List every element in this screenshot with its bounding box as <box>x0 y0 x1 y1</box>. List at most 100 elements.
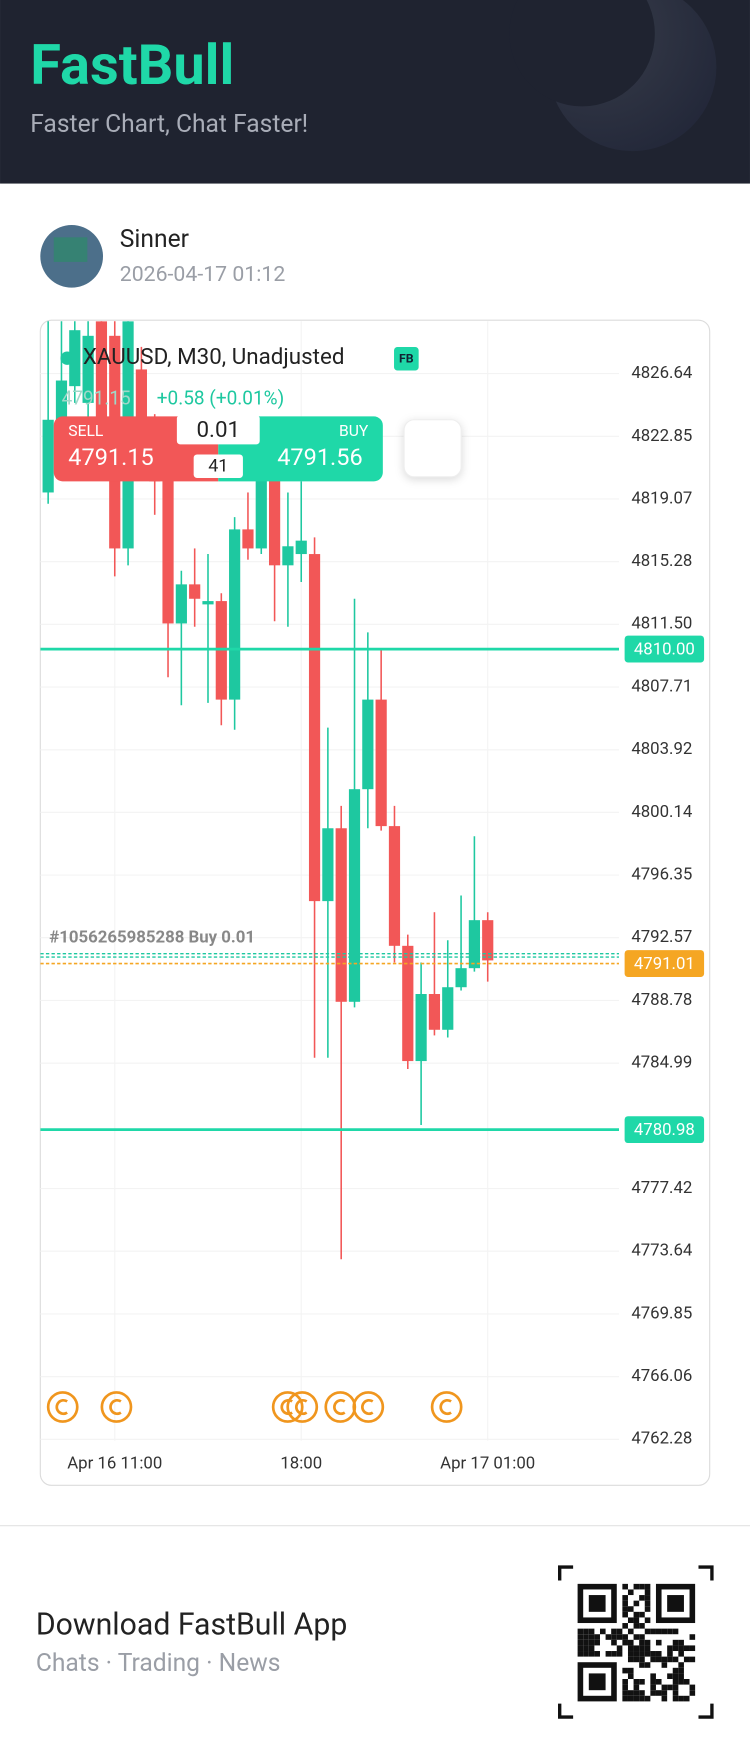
qr-module <box>633 1684 640 1691</box>
qr-module <box>672 1639 679 1646</box>
candle-body <box>135 369 147 448</box>
y-tick-label: 4784.99 <box>631 1053 692 1073</box>
qr-module <box>577 1628 584 1635</box>
qr-module <box>639 1679 645 1685</box>
qr-module <box>627 1690 634 1696</box>
qr-module <box>683 1679 690 1685</box>
qr-module <box>605 1634 612 1640</box>
candle-body <box>268 470 281 566</box>
qr-module <box>622 1623 628 1629</box>
candle-body <box>428 994 441 1030</box>
qr-module <box>661 1684 668 1691</box>
badge-text: FB <box>399 353 414 367</box>
qr-module <box>644 1695 651 1702</box>
tagline: Faster Chart, Chat Faster! <box>30 110 308 139</box>
candle-body <box>415 994 427 1062</box>
axis: 4826.64 4822.85 4819.07 4815.28 4811.50 4807.… <box>67 363 705 1474</box>
qr-frame <box>558 1565 714 1719</box>
qr-module <box>633 1695 640 1702</box>
qr-module <box>644 1617 651 1624</box>
qr-module <box>644 1651 651 1657</box>
qr-module <box>650 1684 656 1691</box>
candle-body <box>322 828 334 902</box>
menu-button[interactable] <box>403 419 462 478</box>
qr-module <box>588 1645 595 1652</box>
candle-body <box>175 584 187 624</box>
qr-module <box>650 1656 656 1663</box>
qr-module <box>683 1695 690 1702</box>
candle-body <box>348 789 361 1002</box>
qr-module <box>577 1645 584 1652</box>
candle-body <box>402 945 414 1062</box>
qr-module <box>622 1690 628 1696</box>
qr-module <box>633 1656 640 1663</box>
qr-module <box>644 1639 651 1646</box>
qr-module <box>678 1673 684 1680</box>
qr-module <box>633 1611 640 1618</box>
qr-module <box>655 1651 662 1657</box>
sell-price: 4791.15 <box>68 443 153 471</box>
qr-finder <box>588 1673 606 1691</box>
chart-title: XAUUSD, M30, Unadjusted <box>83 344 345 370</box>
qr-module <box>639 1595 645 1601</box>
candle-body <box>362 699 374 790</box>
last-price: 4791.15 <box>62 387 131 410</box>
qr-module <box>622 1679 628 1685</box>
qr-module <box>588 1651 595 1657</box>
qr-module <box>622 1684 628 1691</box>
chart-card <box>39 319 711 1486</box>
price-line-label: 4780.98 <box>634 1120 695 1140</box>
y-tick-label: 4796.35 <box>631 865 692 885</box>
lot-box[interactable] <box>176 415 260 445</box>
buy-label: BUY <box>339 421 369 440</box>
qr-module <box>594 1651 600 1657</box>
qr-module <box>650 1651 656 1657</box>
qr-module <box>583 1634 589 1640</box>
x-tick-label: Apr 17 01:00 <box>440 1454 535 1474</box>
qr-module <box>588 1628 595 1635</box>
qr-module <box>633 1623 640 1629</box>
qr-module <box>627 1628 634 1635</box>
y-tick-label: 4769.85 <box>631 1303 692 1323</box>
qr-module <box>644 1595 651 1601</box>
y-tick-label: 4815.28 <box>631 551 692 571</box>
qr-module <box>639 1651 645 1657</box>
y-tick-label: 4773.64 <box>631 1241 693 1261</box>
candle-body <box>335 828 347 1002</box>
qr-module <box>633 1651 640 1657</box>
candle-body <box>242 529 254 549</box>
y-tick-label: 4788.78 <box>631 990 692 1010</box>
qr-module <box>661 1695 668 1702</box>
qr-module <box>622 1595 628 1601</box>
status-dot <box>60 351 74 365</box>
user-name: Sinner <box>120 225 189 254</box>
qr-module <box>644 1645 651 1652</box>
price-line-tag <box>624 1116 705 1144</box>
qr-module <box>622 1583 628 1590</box>
qr-module <box>689 1645 696 1652</box>
qr-module <box>616 1651 623 1657</box>
candle-body <box>69 330 81 387</box>
candle-body <box>295 540 307 555</box>
qr-module <box>689 1684 696 1691</box>
qr-module <box>611 1651 617 1657</box>
qr-module <box>622 1600 628 1607</box>
qr-module <box>627 1667 634 1674</box>
candle-body <box>82 335 94 403</box>
qr-module <box>583 1628 589 1635</box>
qr-module <box>627 1695 634 1702</box>
qr-module <box>644 1600 651 1607</box>
candle-body <box>189 584 201 599</box>
qr-module <box>622 1695 628 1702</box>
qr-module <box>672 1656 679 1663</box>
qr-module <box>678 1667 684 1674</box>
footer-subtitle: Chats · Trading · News <box>36 1649 281 1678</box>
qr-module <box>577 1639 584 1646</box>
y-tick-label: 4766.06 <box>631 1366 692 1386</box>
qr-module <box>661 1628 668 1635</box>
price-change: +0.58 (+0.01%) <box>157 387 285 410</box>
qr-module <box>627 1639 634 1646</box>
qr-module <box>678 1639 684 1646</box>
y-tick-label: 4777.42 <box>631 1178 692 1198</box>
qr-module <box>616 1634 623 1640</box>
